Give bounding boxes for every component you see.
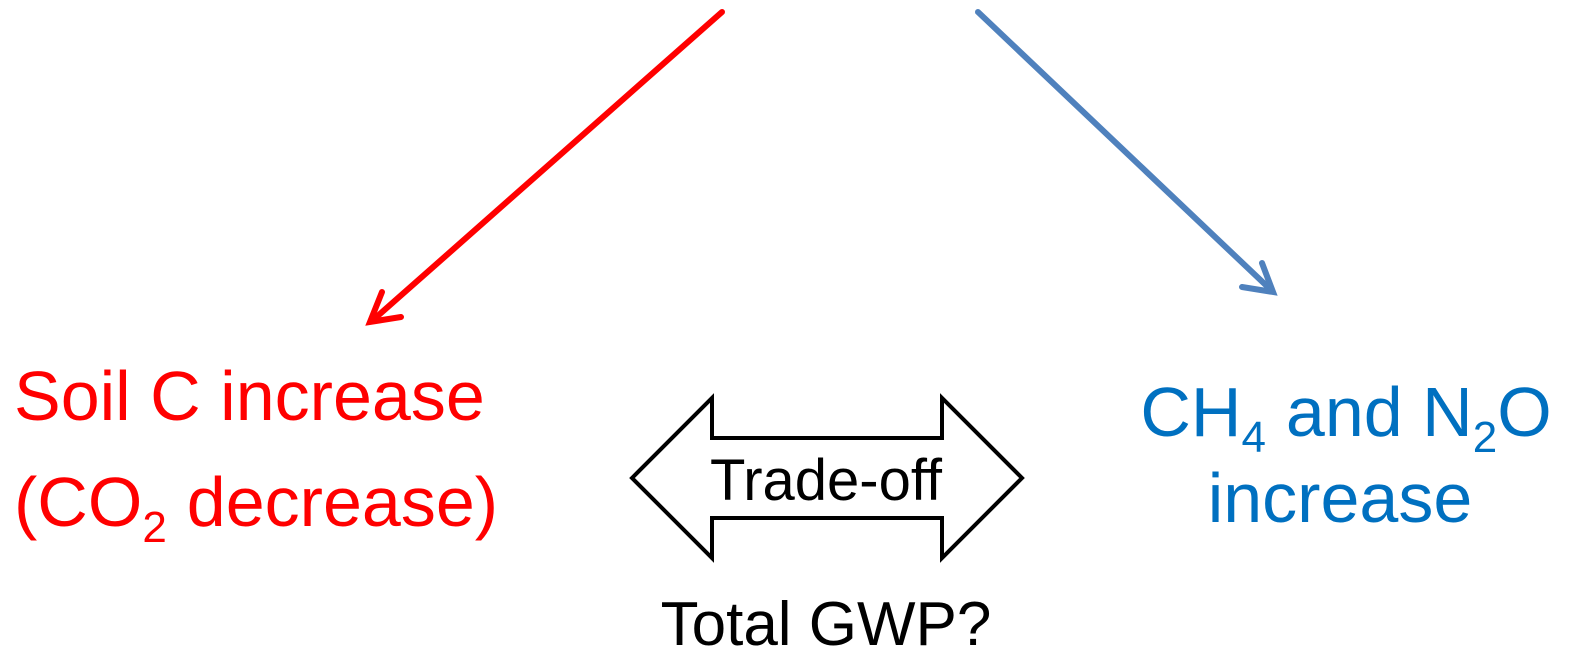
text-part: (CO [14, 463, 142, 541]
text-part: decrease) [187, 463, 498, 541]
caption: Total GWP? [661, 590, 992, 659]
right-line2: increase [1208, 459, 1473, 537]
text-part: O [1497, 373, 1551, 451]
subscript: 4 [1241, 413, 1265, 462]
right-line1: CH4 and N2O [1140, 373, 1551, 462]
red-arrow [365, 9, 725, 326]
left-line2: (CO2 decrease) [14, 463, 498, 552]
double-arrow [629, 393, 1025, 563]
subscript: 2 [1473, 413, 1497, 462]
arrow-label: Trade-off [710, 448, 943, 513]
subscript: 2 [142, 503, 166, 552]
text-part: CH [1140, 373, 1241, 451]
left-line1: Soil C increase [14, 357, 485, 435]
blue-arrow [975, 9, 1278, 296]
text-part: and N [1286, 373, 1473, 451]
